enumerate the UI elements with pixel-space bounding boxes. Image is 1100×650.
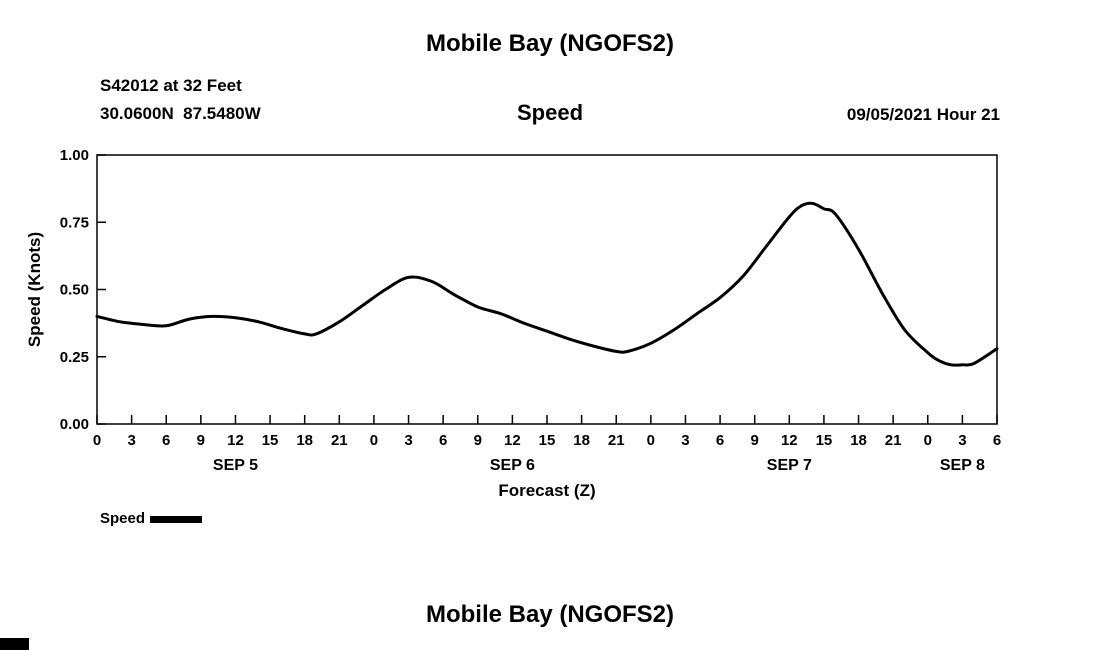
x-tick-label: 15 (539, 432, 556, 449)
date-label: SEP 6 (490, 457, 535, 474)
x-tick-label: 3 (127, 432, 135, 449)
legend-line-swatch (150, 516, 203, 523)
x-tick-label: 6 (716, 432, 724, 449)
x-tick-label: 6 (993, 432, 1001, 449)
x-tick-label: 3 (681, 432, 689, 449)
x-tick-label: 9 (474, 432, 482, 449)
plot-title: Speed (516, 100, 584, 125)
y-tick-label: 1.00 (60, 147, 89, 164)
x-tick-label: 6 (162, 432, 170, 449)
plot-border (96, 154, 998, 425)
speed-series-line (95, 201, 999, 367)
x-tick-label: 3 (404, 432, 412, 449)
x-tick-label: 18 (850, 432, 867, 449)
y-tick-label: 0.50 (60, 282, 89, 299)
coordinates-label: 30.0600N 87.5480W (100, 104, 261, 123)
x-tick-label: 6 (439, 432, 447, 449)
x-tick-label: 21 (331, 432, 348, 449)
bottom-left-artifact (0, 638, 29, 650)
y-tick-label: 0.25 (60, 349, 89, 366)
x-tick-label: 18 (296, 432, 313, 449)
x-tick-label: 0 (647, 432, 655, 449)
legend-label: Speed (100, 510, 146, 527)
x-tick-label: 0 (370, 432, 378, 449)
y-tick-label: 0.75 (60, 214, 89, 231)
x-axis-title: Forecast (Z) (498, 481, 595, 500)
chart-title: Mobile Bay (NGOFS2) (425, 30, 675, 57)
x-tick-label: 15 (816, 432, 833, 449)
x-tick-label: 21 (608, 432, 625, 449)
datetime-label: 09/05/2021 Hour 21 (846, 105, 1000, 124)
x-tick-label: 12 (781, 432, 798, 449)
date-label: SEP 5 (213, 457, 258, 474)
x-tick-label: 0 (93, 432, 101, 449)
date-label: SEP 8 (940, 457, 985, 474)
x-tick-label: 18 (573, 432, 590, 449)
x-tick-label: 21 (885, 432, 902, 449)
legend: Speed (100, 510, 203, 527)
date-label: SEP 7 (767, 457, 812, 474)
x-tick-label: 15 (262, 432, 279, 449)
x-tick-label: 9 (751, 432, 759, 449)
x-tick-label: 0 (924, 432, 932, 449)
x-tick-label: 9 (197, 432, 205, 449)
x-tick-label: 12 (227, 432, 244, 449)
y-tick-label: 0.00 (60, 416, 89, 433)
next-chart-title: Mobile Bay (NGOFS2) (425, 601, 675, 628)
station-label: S42012 at 32 Feet (100, 76, 242, 95)
x-tick-label: 12 (504, 432, 521, 449)
x-tick-label: 3 (958, 432, 966, 449)
y-axis-title: Speed (Knots) (25, 232, 44, 347)
